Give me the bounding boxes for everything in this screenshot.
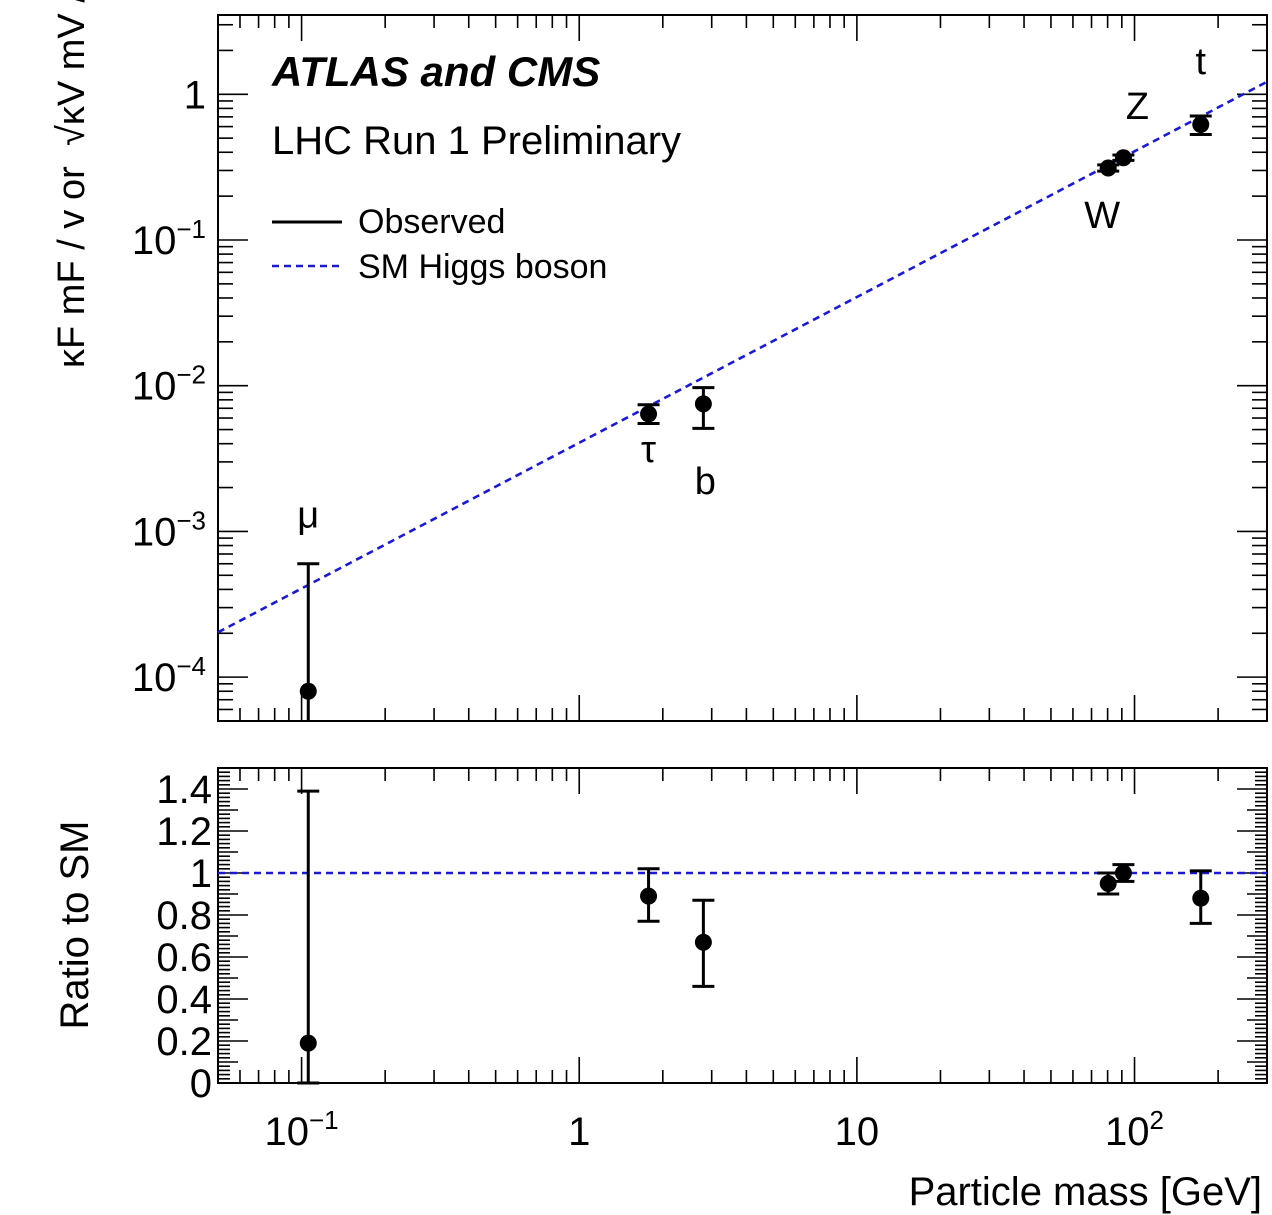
particle-label: W <box>1084 195 1120 237</box>
bottom-y-tick-label: 0 <box>190 1062 212 1106</box>
data-point <box>1114 149 1132 167</box>
experiment-label: ATLAS and CMS <box>271 48 600 95</box>
particle-label: μ <box>297 495 319 537</box>
x-axis-label: Particle mass [GeV] <box>909 1170 1262 1214</box>
legend-observed-label: Observed <box>358 203 505 241</box>
top-ylabel-boson: √κV mV / v <box>51 0 93 146</box>
bottom-y-tick-label: 0.8 <box>156 894 212 938</box>
bottom-plot-frame <box>217 767 1268 1084</box>
bottom-axis-ticks <box>217 767 1268 1084</box>
top-ylabel-fermion: κF mF / v <box>51 210 93 368</box>
data-point <box>1099 159 1117 177</box>
data-point <box>694 395 712 413</box>
data-point <box>1192 889 1210 907</box>
observed-points-top <box>297 114 1212 721</box>
x-tick-label: 10−1 <box>265 1105 339 1154</box>
x-tick-label: 1 <box>568 1110 590 1154</box>
bottom-y-axis-label: Ratio to SM <box>53 821 97 1030</box>
x-tick-label: 102 <box>1105 1105 1164 1154</box>
top-y-axis-label: κF mF / v or √κV mV / v <box>51 0 93 368</box>
particle-label: t <box>1195 41 1206 83</box>
bottom-y-tick-label: 0.2 <box>156 1020 212 1064</box>
x-tick-labels: 10−1 1 10 102 <box>265 1105 1165 1154</box>
subtitle-label: LHC Run 1 Preliminary <box>272 119 681 163</box>
data-point <box>694 933 712 951</box>
particle-label: τ <box>641 429 656 471</box>
data-point <box>299 1034 317 1052</box>
top-y-tick-labels: 10−4 10−3 10−2 10−1 1 <box>132 73 206 700</box>
particle-labels: μ τb W Zt <box>297 41 1206 537</box>
data-point <box>1099 875 1117 892</box>
sm-higgs-line <box>217 80 1268 634</box>
bottom-y-tick-label: 1.2 <box>156 810 212 854</box>
ratio-panel: 00.20.40.60.811.21.4 10−1 1 10 102 Ratio to… <box>53 767 1268 1214</box>
top-y-tick-label: 1 <box>184 73 206 117</box>
bottom-y-tick-label: 1.4 <box>156 768 212 812</box>
data-point <box>299 682 317 700</box>
top-plot-frame <box>217 14 1268 722</box>
coupling-panel: 10−4 10−3 10−2 10−1 1 μ τb W Zt ATLAS and CMS L… <box>51 0 1268 722</box>
data-point <box>1114 864 1132 882</box>
top-axis-ticks <box>217 15 1268 722</box>
bottom-y-tick-labels: 00.20.40.60.811.21.4 <box>156 768 212 1106</box>
particle-label: Z <box>1126 86 1149 128</box>
bottom-y-tick-label: 0.6 <box>156 936 212 980</box>
legend: Observed SM Higgs boson <box>272 203 607 286</box>
top-y-tick-label: 10−3 <box>132 505 206 554</box>
top-ylabel-joiner: or <box>51 166 93 200</box>
data-point <box>640 405 658 423</box>
top-y-tick-label: 10−2 <box>132 360 206 409</box>
bottom-y-tick-label: 0.4 <box>156 978 212 1022</box>
top-y-tick-label: 10−4 <box>132 651 206 700</box>
observed-points-bottom <box>297 789 1212 1085</box>
x-tick-label: 10 <box>835 1110 880 1154</box>
data-point <box>640 887 658 905</box>
bottom-y-tick-label: 1 <box>190 852 212 896</box>
data-point <box>1192 116 1210 134</box>
particle-label: b <box>695 461 716 503</box>
top-y-tick-label: 10−1 <box>132 214 206 263</box>
legend-sm-label: SM Higgs boson <box>358 248 607 286</box>
